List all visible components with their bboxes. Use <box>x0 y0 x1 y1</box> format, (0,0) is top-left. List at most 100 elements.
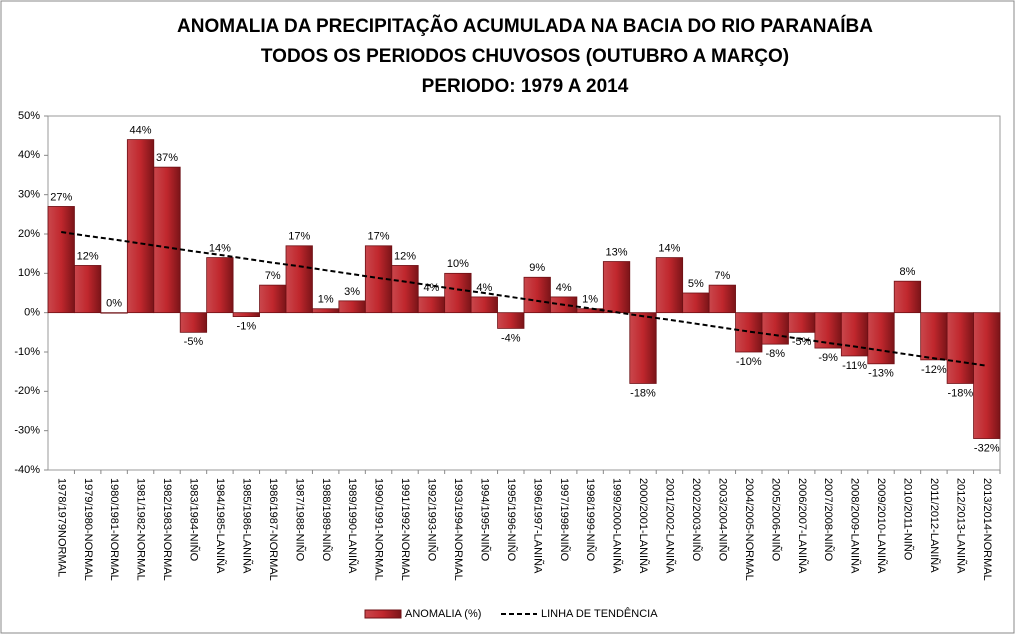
data-label: -10% <box>736 356 762 368</box>
chart-title: PERIODO: 1979 A 2014 <box>422 76 629 97</box>
bar <box>761 312 789 345</box>
data-label: 4% <box>423 282 439 294</box>
data-label: 12% <box>77 250 99 262</box>
y-tick-label: -30% <box>14 425 40 437</box>
bar <box>840 312 869 357</box>
x-tick-label: 1995/1996-NIÑO <box>505 478 518 562</box>
x-tick-label: 1987/1988-NIÑO <box>293 478 306 562</box>
chart-title: ANOMALIA DA PRECIPITAÇÃO ACUMULADA NA BA… <box>177 15 873 37</box>
bar <box>682 292 710 314</box>
chart-title: TODOS OS PERIODOS CHUVOSOS (OUTUBRO A MA… <box>261 46 789 67</box>
data-label: -18% <box>947 387 973 399</box>
x-tick-label: 2010/2011-NIÑO <box>902 478 915 561</box>
data-label: -12% <box>921 364 947 376</box>
bar <box>470 296 498 314</box>
bar <box>312 308 340 314</box>
bar <box>497 312 525 329</box>
x-tick-label: 1986/1987-NORMAL <box>267 478 279 581</box>
bar <box>179 312 208 333</box>
bar <box>973 312 1001 439</box>
bar <box>655 257 684 314</box>
data-label: 10% <box>447 258 469 270</box>
data-label: 8% <box>899 266 915 278</box>
data-label: 44% <box>130 125 152 137</box>
data-label: 12% <box>394 250 416 262</box>
bar <box>629 312 657 384</box>
bar <box>285 245 313 314</box>
x-tick-label: 1981/1982-NORMAL <box>135 478 147 581</box>
bar <box>920 312 948 361</box>
bar <box>576 308 604 314</box>
y-tick-label: 10% <box>18 267 40 279</box>
x-tick-label: 1982/1983-NORMAL <box>161 478 173 581</box>
bar <box>100 312 128 314</box>
trend-line <box>61 231 987 367</box>
x-tick-label: 2006/2007-LANIÑA <box>796 478 809 574</box>
data-label: 4% <box>476 282 492 294</box>
data-label: -13% <box>868 368 894 380</box>
bar <box>259 284 287 314</box>
x-tick-label: 2001/2002-LANIÑA <box>664 478 677 574</box>
y-tick-label: -40% <box>14 464 40 476</box>
x-tick-label: 1978/1979NORMAL <box>55 478 67 577</box>
bar <box>126 139 155 314</box>
bar <box>867 312 895 365</box>
legend-label: ANOMALIA (%) <box>405 608 481 620</box>
bar <box>417 296 446 314</box>
data-label: 37% <box>156 152 178 164</box>
x-tick-label: 1991/1992-NORMAL <box>399 478 411 581</box>
x-tick-label: 1999/2000-LANIÑA <box>611 478 624 574</box>
y-tick-label: 20% <box>18 228 40 240</box>
x-tick-label: 1994/1995-NIÑO <box>478 478 491 562</box>
data-label: 14% <box>658 243 680 255</box>
x-tick-label: 2004/2005-NORMAL <box>743 478 755 581</box>
x-tick-label: 2002/2003-NIÑO <box>690 478 703 562</box>
data-label: 13% <box>606 246 628 258</box>
bar <box>206 257 234 314</box>
bar <box>74 265 102 314</box>
y-tick-label: 40% <box>18 149 40 161</box>
data-label: 17% <box>288 231 310 243</box>
y-tick-label: 30% <box>18 189 40 201</box>
data-label: -1% <box>237 321 257 333</box>
data-label: -9% <box>818 352 838 364</box>
x-tick-label: 1980/1981-NORMAL <box>108 478 120 581</box>
bar <box>523 276 551 314</box>
data-label: 7% <box>265 270 281 282</box>
x-tick-label: 1985/1986-LANIÑA <box>240 478 253 574</box>
data-label: 4% <box>556 282 572 294</box>
x-tick-label: 2003/2004-NIÑO <box>716 478 729 562</box>
data-label: 9% <box>529 262 545 274</box>
x-tick-label: 1984/1985-LANIÑA <box>214 478 227 574</box>
y-tick-label: -20% <box>14 385 40 397</box>
y-tick-label: 0% <box>24 307 40 319</box>
bar <box>788 312 816 333</box>
x-tick-label: 2011/2012-LANIÑA <box>928 478 941 573</box>
data-label: 5% <box>688 278 704 290</box>
x-tick-label: 1979/1980-NORMAL <box>82 478 94 581</box>
data-label: 27% <box>50 191 72 203</box>
x-tick-label: 1996/1997-LANIÑA <box>531 478 544 574</box>
x-tick-label: 2000/2001-LANIÑA <box>637 478 650 574</box>
bar <box>153 166 181 314</box>
data-label: 7% <box>714 270 730 282</box>
y-tick-label: -10% <box>14 346 40 358</box>
x-tick-label: 1988/1989-NIÑO <box>320 478 333 562</box>
data-label: 3% <box>344 286 360 298</box>
x-tick-label: 2009/2010-LANIÑA <box>875 478 888 574</box>
x-tick-label: 1992/1993-NIÑO <box>426 478 439 562</box>
data-label: 1% <box>318 294 334 306</box>
data-label: 0% <box>106 298 122 310</box>
bar <box>47 206 75 314</box>
x-tick-label: 1997/1998-NIÑO <box>558 478 571 562</box>
bar <box>946 312 974 384</box>
data-label: -11% <box>842 360 867 372</box>
x-tick-label: 2008/2009-LANIÑA <box>849 478 862 574</box>
data-label: 1% <box>582 294 598 306</box>
data-label: 17% <box>368 231 390 243</box>
x-tick-label: 1990/1991-NORMAL <box>373 478 385 581</box>
bar <box>893 280 922 314</box>
data-label: -4% <box>501 332 521 344</box>
data-label: -18% <box>630 387 656 399</box>
data-label: -5% <box>184 336 204 348</box>
